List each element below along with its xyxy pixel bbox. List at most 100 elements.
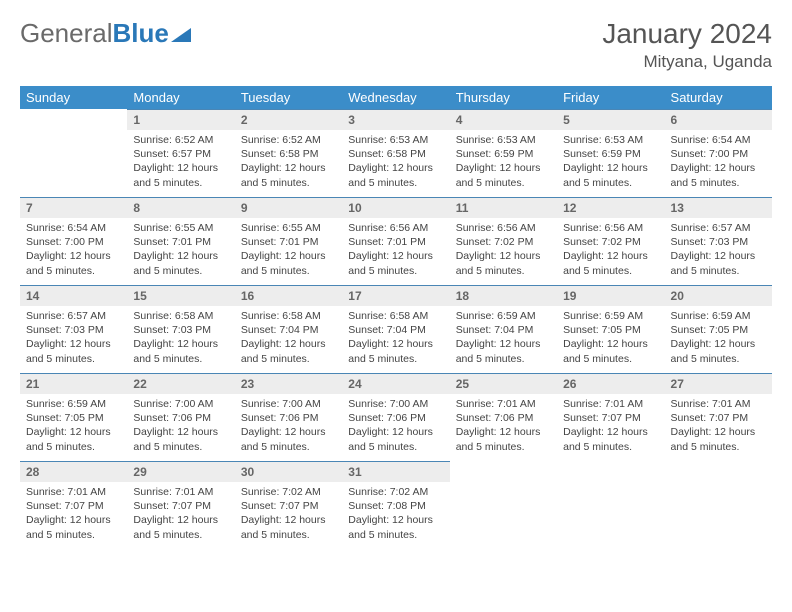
sunset-line: Sunset: 7:07 PM [563,411,658,425]
sunrise-line: Sunrise: 6:56 AM [563,221,658,235]
sunset-line: Sunset: 7:02 PM [563,235,658,249]
sunset-line: Sunset: 7:04 PM [241,323,336,337]
sunset-line: Sunset: 7:04 PM [348,323,443,337]
daylight-line: Daylight: 12 hours and 5 minutes. [241,161,336,189]
sunset-line: Sunset: 7:06 PM [348,411,443,425]
calendar-cell [665,461,772,549]
sunrise-line: Sunrise: 6:59 AM [671,309,766,323]
calendar-cell: 8Sunrise: 6:55 AMSunset: 7:01 PMDaylight… [127,197,234,285]
day-details: Sunrise: 7:01 AMSunset: 7:07 PMDaylight:… [20,482,127,548]
daylight-line: Daylight: 12 hours and 5 minutes. [348,425,443,453]
day-number: 30 [235,461,342,482]
empty-day [665,461,772,482]
calendar-cell: 14Sunrise: 6:57 AMSunset: 7:03 PMDayligh… [20,285,127,373]
brand-word-2: Blue [113,18,169,49]
day-number: 6 [665,109,772,130]
sunset-line: Sunset: 7:04 PM [456,323,551,337]
sunset-line: Sunset: 6:58 PM [348,147,443,161]
sunset-line: Sunset: 7:07 PM [241,499,336,513]
page-header: GeneralBlue January 2024 Mityana, Uganda [20,18,772,72]
sunrise-line: Sunrise: 6:59 AM [456,309,551,323]
daylight-line: Daylight: 12 hours and 5 minutes. [241,425,336,453]
calendar-cell: 5Sunrise: 6:53 AMSunset: 6:59 PMDaylight… [557,109,664,197]
day-details: Sunrise: 6:56 AMSunset: 7:02 PMDaylight:… [557,218,664,284]
sunrise-line: Sunrise: 6:53 AM [563,133,658,147]
daylight-line: Daylight: 12 hours and 5 minutes. [348,249,443,277]
day-details: Sunrise: 6:59 AMSunset: 7:05 PMDaylight:… [20,394,127,460]
sunrise-line: Sunrise: 6:59 AM [563,309,658,323]
day-details: Sunrise: 6:52 AMSunset: 6:58 PMDaylight:… [235,130,342,196]
day-number: 12 [557,197,664,218]
calendar-cell: 12Sunrise: 6:56 AMSunset: 7:02 PMDayligh… [557,197,664,285]
daylight-line: Daylight: 12 hours and 5 minutes. [348,513,443,541]
day-details: Sunrise: 7:01 AMSunset: 7:07 PMDaylight:… [557,394,664,460]
calendar-cell: 19Sunrise: 6:59 AMSunset: 7:05 PMDayligh… [557,285,664,373]
sunset-line: Sunset: 7:01 PM [133,235,228,249]
calendar-cell: 10Sunrise: 6:56 AMSunset: 7:01 PMDayligh… [342,197,449,285]
sunset-line: Sunset: 7:08 PM [348,499,443,513]
calendar-cell [450,461,557,549]
calendar-body: 1Sunrise: 6:52 AMSunset: 6:57 PMDaylight… [20,109,772,549]
day-number: 16 [235,285,342,306]
weekday-header: Wednesday [342,86,449,109]
day-number: 10 [342,197,449,218]
calendar-cell: 22Sunrise: 7:00 AMSunset: 7:06 PMDayligh… [127,373,234,461]
sunset-line: Sunset: 7:00 PM [26,235,121,249]
month-title: January 2024 [602,18,772,50]
sunrise-line: Sunrise: 6:55 AM [241,221,336,235]
day-number: 15 [127,285,234,306]
daylight-line: Daylight: 12 hours and 5 minutes. [241,249,336,277]
day-details: Sunrise: 6:53 AMSunset: 6:59 PMDaylight:… [557,130,664,196]
weekday-header: Friday [557,86,664,109]
day-number: 29 [127,461,234,482]
calendar-cell: 15Sunrise: 6:58 AMSunset: 7:03 PMDayligh… [127,285,234,373]
day-details: Sunrise: 7:00 AMSunset: 7:06 PMDaylight:… [235,394,342,460]
day-details: Sunrise: 6:59 AMSunset: 7:05 PMDaylight:… [665,306,772,372]
daylight-line: Daylight: 12 hours and 5 minutes. [133,513,228,541]
calendar-cell: 30Sunrise: 7:02 AMSunset: 7:07 PMDayligh… [235,461,342,549]
calendar-cell [20,109,127,197]
empty-day [20,109,127,130]
sunrise-line: Sunrise: 7:00 AM [241,397,336,411]
daylight-line: Daylight: 12 hours and 5 minutes. [456,249,551,277]
sunset-line: Sunset: 6:59 PM [456,147,551,161]
day-details: Sunrise: 6:59 AMSunset: 7:04 PMDaylight:… [450,306,557,372]
calendar-cell: 4Sunrise: 6:53 AMSunset: 6:59 PMDaylight… [450,109,557,197]
sunset-line: Sunset: 6:58 PM [241,147,336,161]
daylight-line: Daylight: 12 hours and 5 minutes. [133,425,228,453]
calendar-cell: 24Sunrise: 7:00 AMSunset: 7:06 PMDayligh… [342,373,449,461]
sunrise-line: Sunrise: 7:01 AM [26,485,121,499]
day-number: 14 [20,285,127,306]
day-number: 11 [450,197,557,218]
sunrise-line: Sunrise: 7:00 AM [348,397,443,411]
daylight-line: Daylight: 12 hours and 5 minutes. [563,425,658,453]
day-details: Sunrise: 7:00 AMSunset: 7:06 PMDaylight:… [342,394,449,460]
sunrise-line: Sunrise: 6:58 AM [133,309,228,323]
calendar-row: 28Sunrise: 7:01 AMSunset: 7:07 PMDayligh… [20,461,772,549]
sunrise-line: Sunrise: 6:57 AM [26,309,121,323]
daylight-line: Daylight: 12 hours and 5 minutes. [563,249,658,277]
daylight-line: Daylight: 12 hours and 5 minutes. [563,337,658,365]
sunrise-line: Sunrise: 6:52 AM [241,133,336,147]
day-number: 1 [127,109,234,130]
calendar-cell: 20Sunrise: 6:59 AMSunset: 7:05 PMDayligh… [665,285,772,373]
daylight-line: Daylight: 12 hours and 5 minutes. [671,425,766,453]
sunrise-line: Sunrise: 6:58 AM [241,309,336,323]
day-number: 4 [450,109,557,130]
sunset-line: Sunset: 7:00 PM [671,147,766,161]
day-details: Sunrise: 6:59 AMSunset: 7:05 PMDaylight:… [557,306,664,372]
weekday-header: Sunday [20,86,127,109]
sunset-line: Sunset: 7:06 PM [456,411,551,425]
calendar-cell: 18Sunrise: 6:59 AMSunset: 7:04 PMDayligh… [450,285,557,373]
day-details: Sunrise: 6:57 AMSunset: 7:03 PMDaylight:… [20,306,127,372]
daylight-line: Daylight: 12 hours and 5 minutes. [26,513,121,541]
sunrise-line: Sunrise: 6:56 AM [456,221,551,235]
weekday-header: Monday [127,86,234,109]
sunset-line: Sunset: 7:05 PM [563,323,658,337]
sunrise-line: Sunrise: 6:56 AM [348,221,443,235]
sunset-line: Sunset: 7:05 PM [26,411,121,425]
sunset-line: Sunset: 7:07 PM [26,499,121,513]
sunrise-line: Sunrise: 7:01 AM [563,397,658,411]
daylight-line: Daylight: 12 hours and 5 minutes. [133,337,228,365]
sunset-line: Sunset: 7:07 PM [671,411,766,425]
